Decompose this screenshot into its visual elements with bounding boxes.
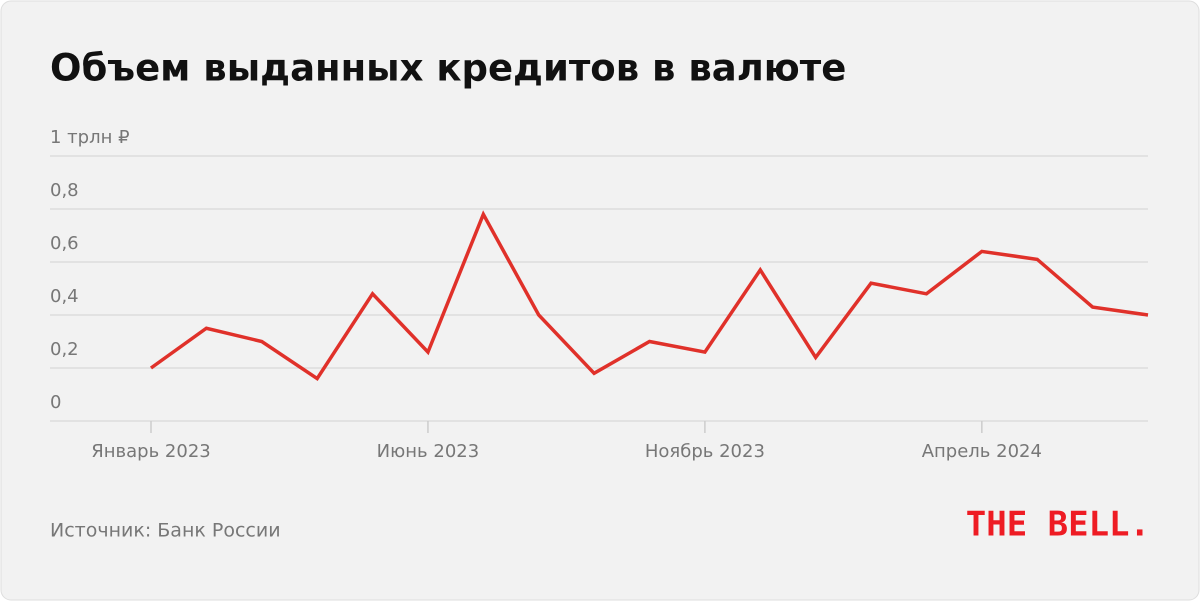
x-tick-label: Июнь 2023 — [377, 441, 480, 462]
x-tick-label: Январь 2023 — [91, 441, 210, 462]
chart-title: Объем выданных кредитов в валюте — [50, 47, 846, 90]
y-tick-label: 0,8 — [50, 180, 79, 201]
y-tick-label: 1 трлн ₽ — [50, 127, 130, 148]
brand-logo: THE BELL. — [966, 505, 1150, 545]
data-line — [149, 210, 1149, 382]
x-tick-label: Апрель 2024 — [922, 441, 1042, 462]
source: Источник: Банк России — [50, 520, 281, 542]
y-tick-label: 0,6 — [50, 233, 79, 254]
y-tick-label: 0,2 — [50, 339, 79, 360]
y-tick-label: 0,4 — [50, 286, 79, 307]
y-tick-label: 0 — [50, 392, 61, 413]
x-tick-label: Ноябрь 2023 — [645, 441, 765, 462]
